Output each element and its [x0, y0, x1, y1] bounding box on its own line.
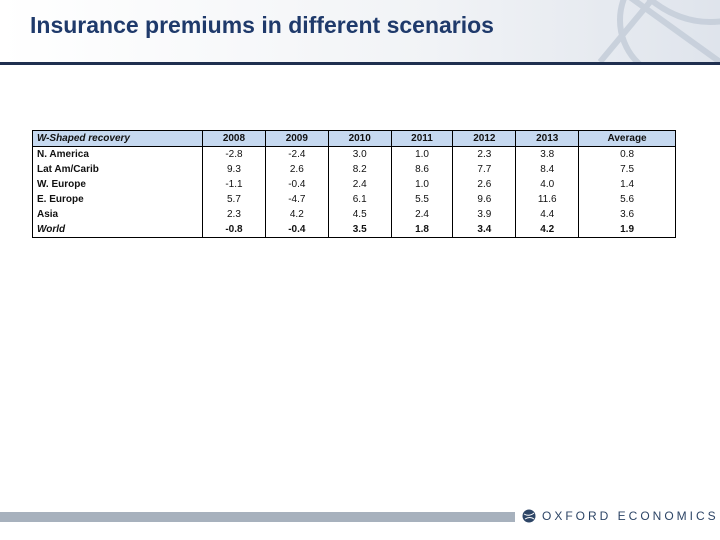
table-row: World -0.8 -0.4 3.5 1.8 3.4 4.2 1.9 — [32, 222, 676, 238]
column-header: 2012 — [452, 130, 517, 147]
header-band: Insurance premiums in different scenario… — [0, 0, 720, 65]
table-cell: 5.5 — [390, 192, 454, 207]
table-cell: 3.8 — [515, 146, 580, 162]
data-table: W-Shaped recovery 2008 2009 2010 2011 2012 201… — [32, 130, 676, 238]
column-header: W-Shaped recovery — [32, 130, 203, 147]
header-row: W-Shaped recovery 2008 2009 2010 2011 2012 201… — [32, 130, 676, 147]
table-cell: 4.4 — [515, 207, 580, 222]
table-cell: 9.6 — [452, 192, 517, 207]
table-cell: 4.0 — [515, 177, 580, 192]
slide-title: Insurance premiums in different scenario… — [30, 12, 494, 38]
table-row: Lat Am/Carib 9.3 2.6 8.2 8.6 7.7 8.4 7.5 — [32, 162, 676, 177]
table-cell: 6.1 — [327, 192, 392, 207]
table-cell: 1.9 — [578, 222, 676, 238]
column-header: 2013 — [515, 130, 580, 147]
table-cell: 2.4 — [390, 207, 454, 222]
table-cell: 1.0 — [390, 146, 454, 162]
row-label: N. America — [32, 146, 203, 162]
table-cell: 2.3 — [202, 207, 266, 222]
row-label: E. Europe — [32, 192, 203, 207]
globe-graphic — [597, 0, 720, 62]
column-header: 2011 — [390, 130, 454, 147]
table-cell: -0.4 — [264, 177, 329, 192]
column-header: 2009 — [264, 130, 329, 147]
table-cell: 4.2 — [264, 207, 329, 222]
table-row: W. Europe -1.1 -0.4 2.4 1.0 2.6 4.0 1.4 — [32, 177, 676, 192]
row-label: World — [32, 222, 203, 238]
table-cell: 8.4 — [515, 162, 580, 177]
row-label: W. Europe — [32, 177, 203, 192]
table-cell: 3.4 — [452, 222, 517, 238]
table-cell: 9.3 — [202, 162, 266, 177]
table-cell: 7.7 — [452, 162, 517, 177]
table-cell: 3.9 — [452, 207, 517, 222]
logo-globe — [522, 509, 536, 523]
table-cell: -2.8 — [202, 146, 266, 162]
table-cell: 4.2 — [515, 222, 580, 238]
table-cell: -1.1 — [202, 177, 266, 192]
table-body: N. America -2.8 -2.4 3.0 1.0 2.3 3.8 0.8 Lat Am/… — [32, 146, 676, 238]
column-header: 2010 — [327, 130, 392, 147]
table-row: N. America -2.8 -2.4 3.0 1.0 2.3 3.8 0.8 — [32, 146, 676, 162]
column-header: 2008 — [202, 130, 266, 147]
table-cell: 3.6 — [578, 207, 676, 222]
table-cell: 11.6 — [515, 192, 580, 207]
table-cell: 3.5 — [327, 222, 392, 238]
table-cell: 7.5 — [578, 162, 676, 177]
table-cell: -0.4 — [264, 222, 329, 238]
column-header: Average — [578, 130, 676, 147]
table-cell: 2.6 — [452, 177, 517, 192]
table-cell: 4.5 — [327, 207, 392, 222]
row-label: Lat Am/Carib — [32, 162, 203, 177]
table-cell: 5.6 — [578, 192, 676, 207]
table-cell: 8.6 — [390, 162, 454, 177]
table-cell: 2.3 — [452, 146, 517, 162]
table-cell: 1.8 — [390, 222, 454, 238]
table-cell: 1.4 — [578, 177, 676, 192]
table-cell: 0.8 — [578, 146, 676, 162]
table-cell: -0.8 — [202, 222, 266, 238]
logo-text: OXFORD ECONOMICS — [542, 509, 719, 523]
table-row: E. Europe 5.7 -4.7 6.1 5.5 9.6 11.6 5.6 — [32, 192, 676, 207]
table-cell: 3.0 — [327, 146, 392, 162]
table-cell: 8.2 — [327, 162, 392, 177]
logo: OXFORD ECONOMICS — [522, 509, 719, 523]
table-cell: 5.7 — [202, 192, 266, 207]
table-cell: 2.6 — [264, 162, 329, 177]
table-cell: 2.4 — [327, 177, 392, 192]
table-cell: 1.0 — [390, 177, 454, 192]
table-row: Asia 2.3 4.2 4.5 2.4 3.9 4.4 3.6 — [32, 207, 676, 222]
row-label: Asia — [32, 207, 203, 222]
table-cell: -2.4 — [264, 146, 329, 162]
table-cell: -4.7 — [264, 192, 329, 207]
footer-bar — [0, 512, 515, 522]
